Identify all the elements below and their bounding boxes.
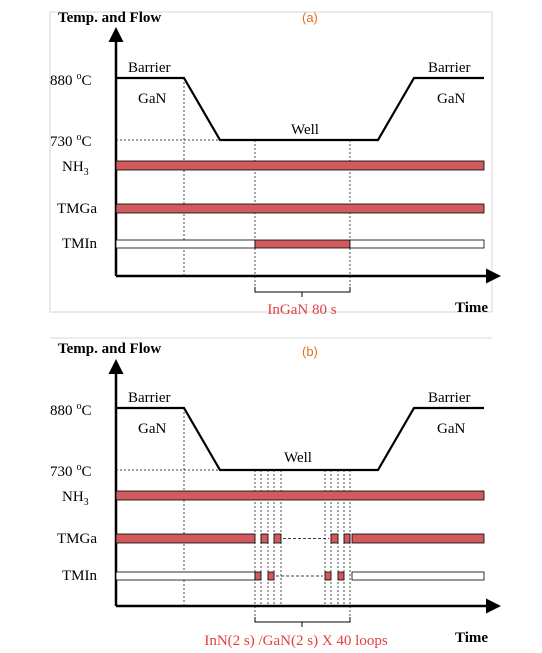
left-gan-label: GaN xyxy=(138,91,166,107)
right-gan-label: GaN xyxy=(437,91,465,107)
temp-label-880: 880 oC xyxy=(50,71,92,89)
temperature-profile xyxy=(116,76,484,142)
tmga-pulse xyxy=(330,533,339,544)
nh3-flow-bar xyxy=(115,160,485,171)
temperature-profile xyxy=(116,406,484,472)
well-label: Well xyxy=(284,450,312,466)
right-barrier-label: Barrier xyxy=(428,60,470,76)
panel-a-frame xyxy=(49,11,493,313)
annotation: InGaN 80 s xyxy=(267,302,336,318)
right-gan-label: GaN xyxy=(437,421,465,437)
right-barrier-label: Barrier xyxy=(428,390,470,406)
tmin-flow xyxy=(115,571,485,581)
tmga-pulse xyxy=(273,533,282,544)
tmga-flow-bar xyxy=(115,203,485,214)
tmga-pulse xyxy=(343,533,351,544)
tmin-off-bar xyxy=(115,571,256,581)
nh3-flow-bar xyxy=(115,490,485,501)
left-gan-label: GaN xyxy=(138,421,166,437)
y-axis-title: Temp. and Flow xyxy=(58,341,161,357)
left-barrier-label: Barrier xyxy=(128,390,170,406)
panel-a: (a) Temp. and Flow 880 oC 730 oC Barrier G… xyxy=(49,10,501,318)
panel-label: (a) xyxy=(302,10,318,25)
tmin-pulse xyxy=(267,571,275,581)
tmin-off-bar xyxy=(351,571,485,581)
temp-label-730: 730 oC xyxy=(50,462,92,480)
tmga-flow xyxy=(115,533,485,544)
x-axis-title: Time xyxy=(455,630,488,646)
loop-bracket xyxy=(254,617,351,627)
tmin-pulse xyxy=(324,571,332,581)
well-bracket xyxy=(254,287,351,297)
nh3-label: NH3 xyxy=(62,159,89,178)
tmin-label: TMIn xyxy=(62,236,97,252)
annotation: InN(2 s) /GaN(2 s) X 40 loops xyxy=(204,633,387,649)
tmga-flow-bar xyxy=(351,533,485,544)
tmga-flow-bar xyxy=(115,533,256,544)
x-axis-title: Time xyxy=(455,300,488,316)
y-axis-title: Temp. and Flow xyxy=(58,10,161,26)
tmin-off-bar xyxy=(115,239,256,249)
tmga-pulse xyxy=(260,533,269,544)
temp-label-880: 880 oC xyxy=(50,401,92,419)
tmin-pulse xyxy=(254,571,262,581)
well-label: Well xyxy=(291,122,319,138)
tmin-on-bar xyxy=(254,239,351,249)
panel-label: (b) xyxy=(302,344,318,359)
tmga-label: TMGa xyxy=(57,201,97,217)
panel-b: (b) Temp. and Flow 880 oC 730 oC xyxy=(50,337,501,649)
tmga-label: TMGa xyxy=(57,531,97,547)
tmin-off-bar xyxy=(349,239,485,249)
tmin-label: TMIn xyxy=(62,568,97,584)
nh3-label: NH3 xyxy=(62,489,89,508)
temp-label-730: 730 oC xyxy=(50,132,92,150)
tmin-pulse xyxy=(337,571,345,581)
left-barrier-label: Barrier xyxy=(128,60,170,76)
